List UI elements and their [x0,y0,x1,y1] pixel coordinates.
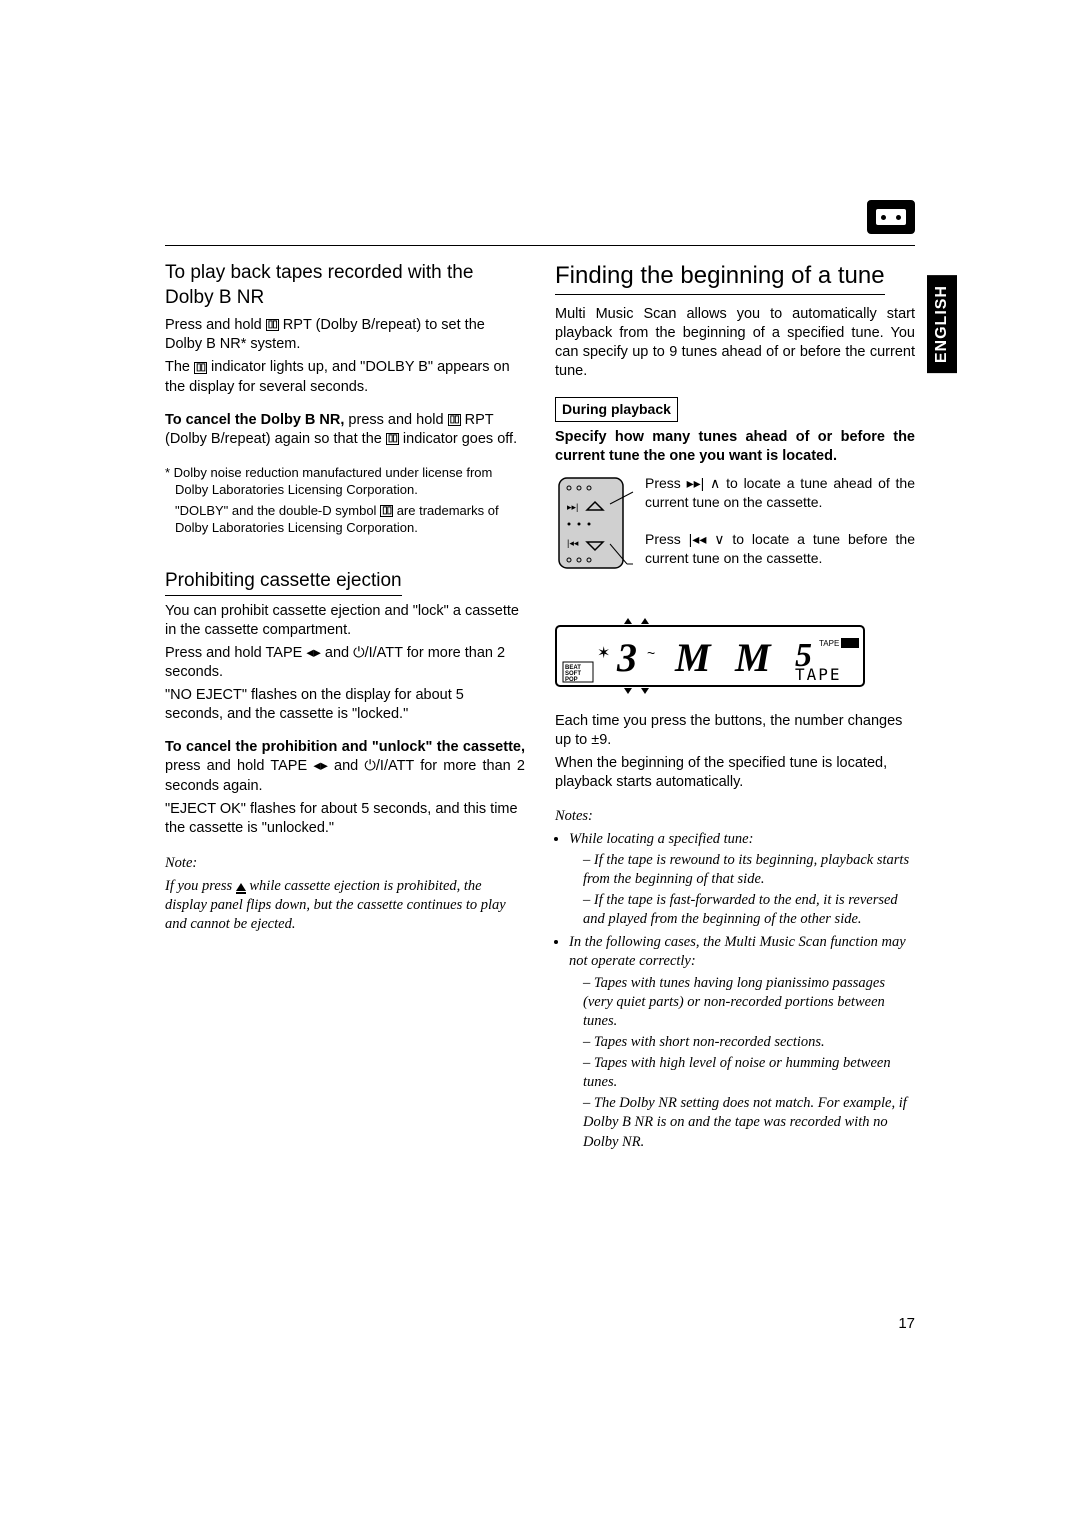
svg-text:▸▸|: ▸▸| [567,502,578,512]
text: While locating a specified tune: [569,831,753,847]
mode-label: TAPE [795,665,842,684]
text: Press and hold [165,317,266,333]
note-sublist: If the tape is rewound to its beginning,… [569,851,915,930]
display-letter: M [674,635,712,680]
content-columns: To play back tapes recorded with the Dol… [165,260,915,1156]
note-subitem: Tapes with short non-recorded sections. [583,1033,915,1052]
body-text: To cancel the Dolby B NR, press and hold… [165,411,525,449]
notes-list: While locating a specified tune: If the … [555,830,915,1152]
text: indicator goes off. [399,431,517,447]
text: press and hold [344,412,447,428]
dolby-icon: ▯▯ [380,505,393,517]
note-item: While locating a specified tune: If the … [569,830,915,930]
instruction-text: Press ▸▸| ∧ to locate a tune ahead of th… [645,474,915,512]
page-number: 17 [898,1315,915,1332]
body-text: "NO EJECT" flashes on the display for ab… [165,686,525,724]
body-text: To cancel the prohibition and "unlock" t… [165,738,525,795]
note-subitem: The Dolby NR setting does not match. For… [583,1094,915,1151]
display-number: 3 [616,635,637,680]
dolby-icon: ▯▯ [266,319,279,331]
dolby-icon: ▯▯ [194,362,207,374]
tape-label: TAPE [819,639,839,648]
cassette-dot [896,215,901,220]
text: indicator lights up, and "DOLBY B" appea… [165,359,510,394]
text: "DOLBY" and the double-D symbol [175,503,380,518]
display-letter: M [734,635,772,680]
text-bold: To cancel the prohibition and "unlock" t… [165,739,525,755]
dolby-icon: ▯▯ [386,433,399,445]
remote-illustration: ▸▸| |◂◂ [555,474,635,594]
body-text: The ▯▯ indicator lights up, and "DOLBY B… [165,358,525,396]
body-text: When the beginning of the specified tune… [555,754,915,792]
remote-diagram: ▸▸| |◂◂ [555,474,915,594]
language-tab: ENGLISH [927,275,957,373]
body-text: "EJECT OK" flashes for about 5 seconds, … [165,800,525,838]
note-text: If you press while cassette ejection is … [165,877,525,934]
context-box: During playback [555,397,678,421]
header-rule [165,245,915,246]
notes-heading: Notes: [555,807,915,826]
text: If you press [165,878,236,894]
svg-text:✶: ✶ [597,645,610,662]
cassette-icon [867,200,915,234]
eq-label: POP [565,677,578,683]
note-item: In the following cases, the Multi Music … [569,933,915,1151]
lcd-display-illustration: BEAT SOFT POP ✶ 3 ~ M M 5 TAPE TAPE [555,616,865,696]
eject-icon [236,883,246,891]
text: The [165,359,194,375]
svg-text:~: ~ [647,645,655,661]
body-text: Press and hold TAPE ◂▸ and ⏻/I/ATT for m… [165,644,525,682]
note-subitem: If the tape is fast-forwarded to the end… [583,891,915,929]
body-text: Press and hold ▯▯ RPT (Dolby B/repeat) t… [165,316,525,354]
section-heading: Prohibiting cassette ejection [165,568,402,595]
instruction-heading: Specify how many tunes ahead of or befor… [555,428,915,466]
footnote: "DOLBY" and the double-D symbol ▯▯ are t… [165,503,525,537]
dolby-icon: ▯▯ [448,414,461,426]
note-heading: Note: [165,854,525,873]
left-column: To play back tapes recorded with the Dol… [165,260,525,1156]
text: press and hold TAPE ◂▸ and ⏻/I/ATT for m… [165,758,525,793]
text: In the following cases, the Multi Music … [569,934,906,969]
body-text: You can prohibit cassette ejection and "… [165,602,525,640]
footnote: * Dolby noise reduction manufactured und… [165,465,525,499]
body-text: Each time you press the buttons, the num… [555,712,915,750]
section-title: Finding the beginning of a tune [555,260,885,295]
cassette-dot [881,215,886,220]
section-heading: To play back tapes recorded with the Dol… [165,260,525,310]
svg-text:|◂◂: |◂◂ [567,538,579,548]
note-subitem: Tapes with tunes having long pianissimo … [583,974,915,1031]
note-subitem: If the tape is rewound to its beginning,… [583,851,915,889]
remote-text-group: Press ▸▸| ∧ to locate a tune ahead of th… [645,474,915,572]
text-bold: To cancel the Dolby B NR, [165,412,344,428]
note-sublist: Tapes with tunes having long pianissimo … [569,974,915,1152]
body-text: Multi Music Scan allows you to automatic… [555,305,915,382]
cassette-icon-inner [876,209,906,225]
note-subitem: Tapes with high level of noise or hummin… [583,1054,915,1092]
instruction-text: Press |◂◂ ∨ to locate a tune before the … [645,530,915,568]
right-column: Finding the beginning of a tune Multi Mu… [555,260,915,1156]
